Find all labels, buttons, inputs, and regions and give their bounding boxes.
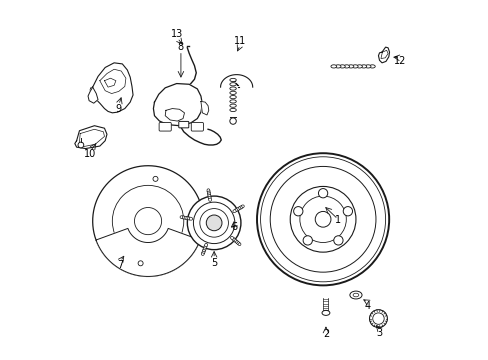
Polygon shape bbox=[96, 228, 200, 276]
Text: 1: 1 bbox=[334, 215, 341, 225]
Ellipse shape bbox=[229, 100, 236, 103]
Circle shape bbox=[153, 176, 158, 181]
Text: 12: 12 bbox=[393, 57, 405, 66]
Ellipse shape bbox=[369, 65, 374, 68]
Ellipse shape bbox=[339, 65, 345, 68]
Ellipse shape bbox=[229, 78, 236, 82]
Text: 13: 13 bbox=[171, 29, 183, 39]
Circle shape bbox=[78, 142, 83, 148]
Circle shape bbox=[138, 261, 143, 266]
Text: 3: 3 bbox=[376, 328, 382, 338]
Circle shape bbox=[369, 310, 386, 328]
Circle shape bbox=[206, 215, 222, 231]
Polygon shape bbox=[75, 126, 107, 149]
Circle shape bbox=[315, 211, 330, 227]
Text: 4: 4 bbox=[364, 301, 370, 311]
Ellipse shape bbox=[335, 65, 340, 68]
Polygon shape bbox=[378, 47, 389, 63]
Circle shape bbox=[343, 207, 352, 216]
Circle shape bbox=[270, 166, 375, 272]
Circle shape bbox=[303, 236, 312, 245]
Text: 10: 10 bbox=[84, 149, 96, 159]
Ellipse shape bbox=[229, 83, 236, 86]
Circle shape bbox=[200, 208, 228, 237]
Ellipse shape bbox=[352, 65, 357, 68]
Ellipse shape bbox=[347, 65, 353, 68]
Text: 8: 8 bbox=[178, 42, 183, 52]
Ellipse shape bbox=[365, 65, 370, 68]
Polygon shape bbox=[88, 87, 98, 103]
Polygon shape bbox=[90, 63, 133, 113]
Circle shape bbox=[290, 186, 355, 252]
Circle shape bbox=[318, 189, 327, 198]
Circle shape bbox=[187, 196, 241, 249]
Ellipse shape bbox=[229, 108, 236, 112]
Text: 5: 5 bbox=[211, 258, 217, 268]
Ellipse shape bbox=[229, 104, 236, 107]
Circle shape bbox=[333, 236, 343, 245]
FancyBboxPatch shape bbox=[179, 121, 188, 128]
Ellipse shape bbox=[343, 65, 349, 68]
Text: 11: 11 bbox=[234, 36, 246, 46]
Circle shape bbox=[372, 313, 384, 324]
Text: 2: 2 bbox=[322, 329, 328, 339]
Polygon shape bbox=[165, 109, 184, 121]
Polygon shape bbox=[201, 102, 208, 115]
Polygon shape bbox=[153, 84, 202, 126]
Text: 7: 7 bbox=[117, 260, 123, 270]
Polygon shape bbox=[93, 166, 202, 276]
Text: 9: 9 bbox=[116, 104, 122, 114]
Circle shape bbox=[112, 185, 183, 257]
Circle shape bbox=[193, 202, 234, 244]
Ellipse shape bbox=[229, 87, 236, 90]
Ellipse shape bbox=[356, 65, 362, 68]
Ellipse shape bbox=[352, 293, 358, 297]
Circle shape bbox=[299, 196, 346, 243]
Circle shape bbox=[134, 207, 162, 235]
Ellipse shape bbox=[229, 91, 236, 94]
Ellipse shape bbox=[349, 291, 361, 299]
Ellipse shape bbox=[229, 95, 236, 99]
Circle shape bbox=[229, 118, 236, 124]
Text: 6: 6 bbox=[231, 222, 237, 232]
FancyBboxPatch shape bbox=[159, 122, 171, 131]
Circle shape bbox=[260, 157, 385, 282]
Ellipse shape bbox=[322, 310, 329, 315]
Circle shape bbox=[257, 153, 388, 285]
FancyBboxPatch shape bbox=[191, 122, 203, 131]
Circle shape bbox=[293, 207, 302, 216]
Ellipse shape bbox=[330, 65, 336, 68]
Ellipse shape bbox=[360, 65, 366, 68]
